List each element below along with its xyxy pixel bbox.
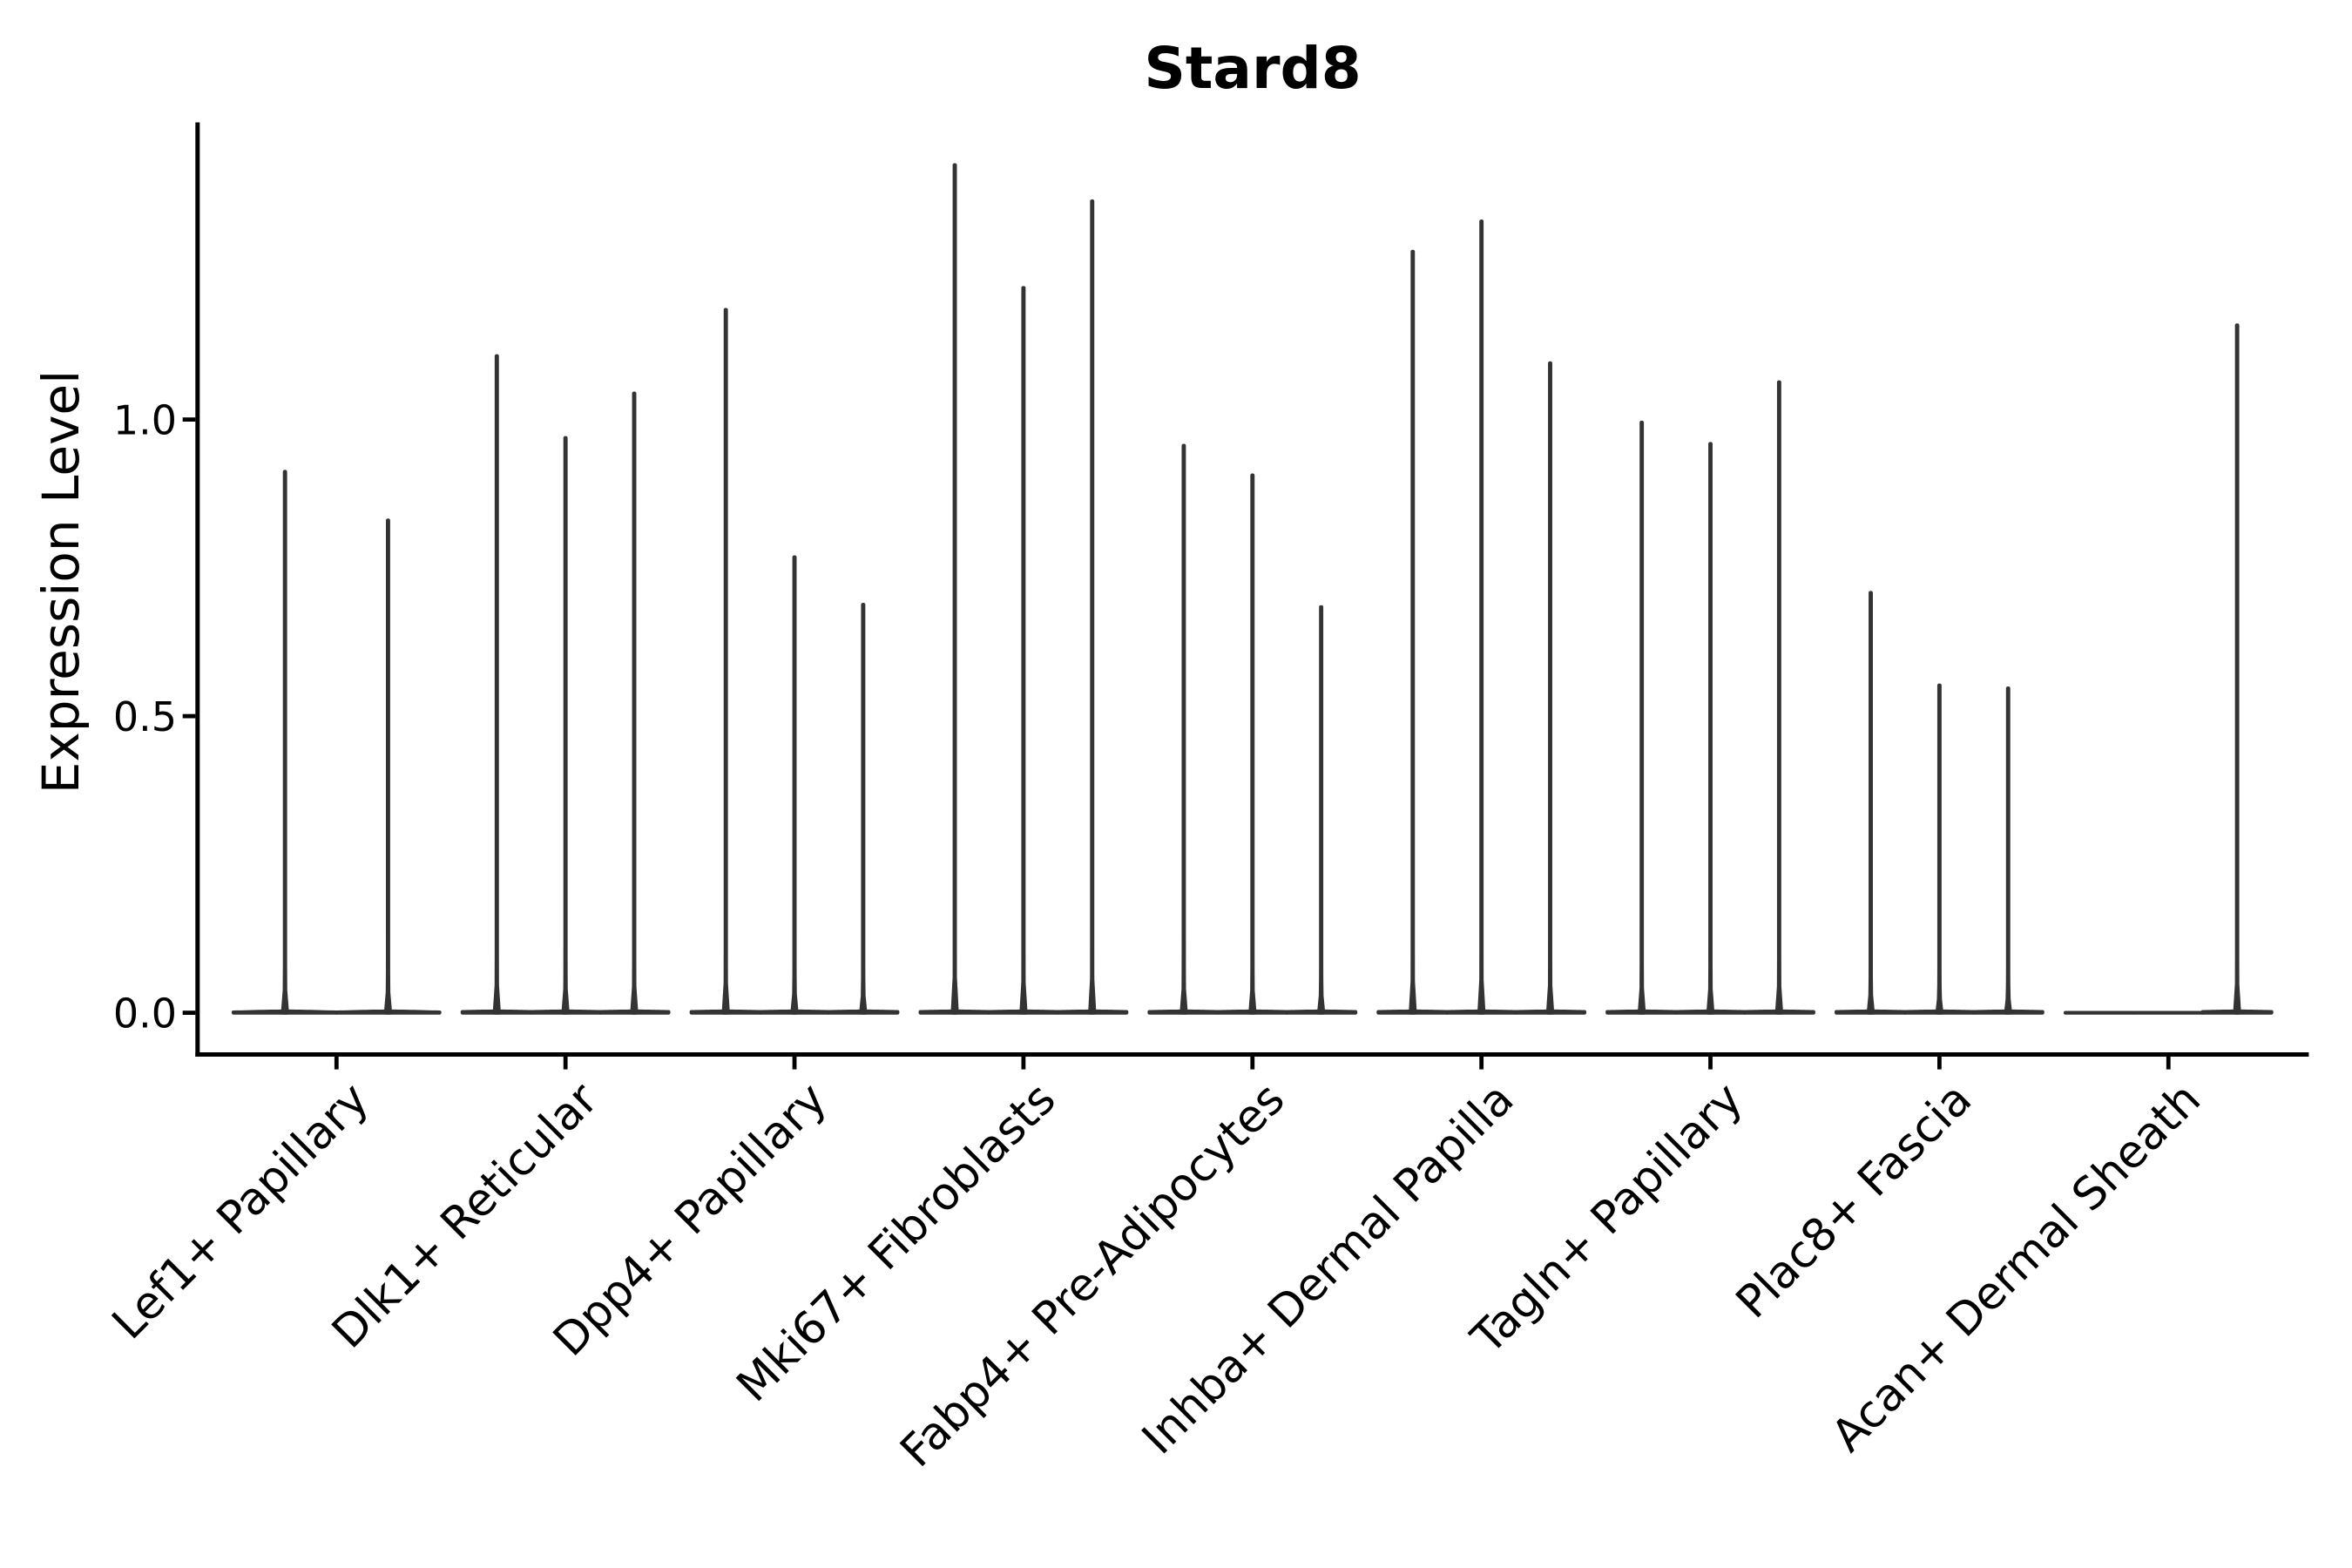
y-tick-label: 0.0 (113, 990, 177, 1037)
violin-group (1376, 220, 1587, 1015)
violin-spike (1545, 361, 1555, 1015)
violin-spike (1179, 443, 1188, 1015)
violin-spike (1935, 683, 1944, 1015)
violin-spike (790, 555, 799, 1015)
violin-spike (859, 602, 868, 1015)
violin-spike (1638, 420, 1646, 1015)
violin-spike (1706, 442, 1715, 1015)
violin-spike (1248, 473, 1257, 1015)
violin-group (1605, 380, 1815, 1015)
violin-spike (561, 436, 570, 1015)
chart-title: Stard8 (1144, 35, 1361, 102)
y-tick-labels: 0.0 0.5 1.0 (113, 396, 177, 1037)
violin-spike (2004, 686, 2012, 1015)
violin-spike (1088, 199, 1097, 1015)
y-tick-label: 1.0 (113, 396, 177, 443)
violin-spike (280, 470, 289, 1015)
violin-group (231, 470, 442, 1015)
violin-spike (1409, 249, 1417, 1015)
violin-spike (1866, 591, 1876, 1015)
violin-spike (492, 354, 501, 1015)
violin-spike (383, 518, 393, 1015)
violin-group (689, 308, 900, 1015)
violin-group (918, 163, 1129, 1015)
axes-layer (182, 122, 2309, 1070)
y-axis-label: Expression Level (31, 370, 91, 794)
violin-group (1147, 443, 1358, 1015)
violin-spike (2233, 323, 2241, 1015)
violin-spike (1019, 286, 1028, 1015)
violin-group (1835, 591, 2044, 1015)
violin-spike (1316, 605, 1326, 1015)
violin-spike (1477, 220, 1486, 1015)
violin-spike (1774, 380, 1784, 1015)
violins-layer (231, 163, 2274, 1015)
violin-spike (630, 391, 639, 1015)
y-tick-label: 0.5 (113, 693, 177, 740)
violin-spike (950, 163, 959, 1015)
violin-group (460, 354, 671, 1015)
violin-spike (721, 308, 730, 1015)
violin-group (2063, 323, 2274, 1015)
